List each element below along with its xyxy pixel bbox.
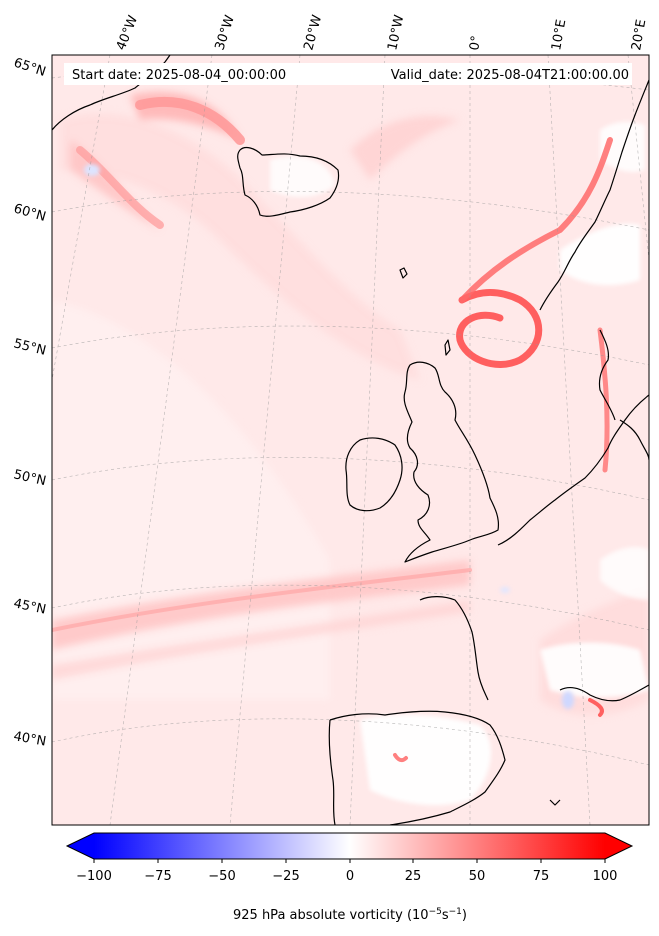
lon-label-10e: 10°E — [549, 18, 569, 51]
lon-label-0: 0° — [467, 35, 484, 52]
colorbar-extend-min — [67, 833, 94, 859]
colorbar-body — [94, 833, 605, 859]
strong-vorticity-features — [52, 96, 613, 763]
lat-label-40n: 40°N — [12, 729, 47, 749]
colorbar: −100 −75 −50 −25 0 25 50 75 100 925 hPa … — [65, 832, 634, 923]
lon-label-20w: 20°W — [301, 13, 325, 52]
lat-label-55n: 55°N — [12, 336, 47, 358]
longitude-labels: 40°W 30°W 20°W 10°W 0° 10°E 20°E — [114, 13, 650, 52]
lon-label-30w: 30°W — [213, 13, 238, 52]
colorbar-tick-label: 25 — [405, 869, 422, 884]
latitude-labels: 65°N 60°N 55°N 50°N 45°N 40°N — [12, 56, 48, 750]
start-date-label: Start date: 2025-08-04_00:00:00 — [72, 68, 286, 83]
lon-label-20e: 20°E — [629, 18, 649, 51]
colorbar-title: 925 hPa absolute vorticity (10−5s−1) — [233, 907, 467, 923]
colorbar-tick-label: −75 — [144, 869, 171, 884]
colorbar-tick-label: 75 — [533, 869, 550, 884]
map-frame — [51, 54, 650, 826]
colorbar-ticks — [93, 859, 606, 863]
lon-label-40w: 40°W — [114, 13, 141, 52]
colorbar-tick-label: −50 — [208, 869, 235, 884]
lat-label-65n: 65°N — [12, 56, 48, 80]
header-band — [64, 63, 632, 85]
lat-label-60n: 60°N — [12, 201, 48, 224]
great-britain-coast — [403, 361, 500, 563]
norway-coast — [539, 79, 649, 311]
lon-label-10w: 10°W — [385, 13, 407, 51]
colorbar-tick-label: −100 — [76, 869, 112, 884]
lat-label-45n: 45°N — [12, 596, 47, 617]
france-coast — [419, 596, 489, 701]
graticule — [52, 55, 649, 825]
map-panel — [52, 55, 649, 825]
valid-date-label: Valid_date: 2025-08-04T21:00:00.00 — [391, 68, 629, 83]
colorbar-tick-label: 100 — [593, 869, 618, 884]
colorbar-tick-label: 0 — [346, 869, 354, 884]
low-vorticity-areas — [270, 121, 649, 806]
faroe-coast — [399, 267, 408, 279]
continent-coast — [497, 394, 649, 546]
iberia-coast — [329, 710, 506, 825]
colorbar-tick-label: 50 — [469, 869, 486, 884]
colorbar-extend-max — [605, 833, 632, 859]
coastlines — [52, 55, 649, 825]
ireland-coast — [345, 437, 403, 512]
iceland-coast — [237, 146, 340, 217]
negative-vorticity-patches — [84, 164, 574, 709]
lat-label-50n: 50°N — [12, 467, 47, 489]
colorbar-tick-label: −25 — [272, 869, 299, 884]
